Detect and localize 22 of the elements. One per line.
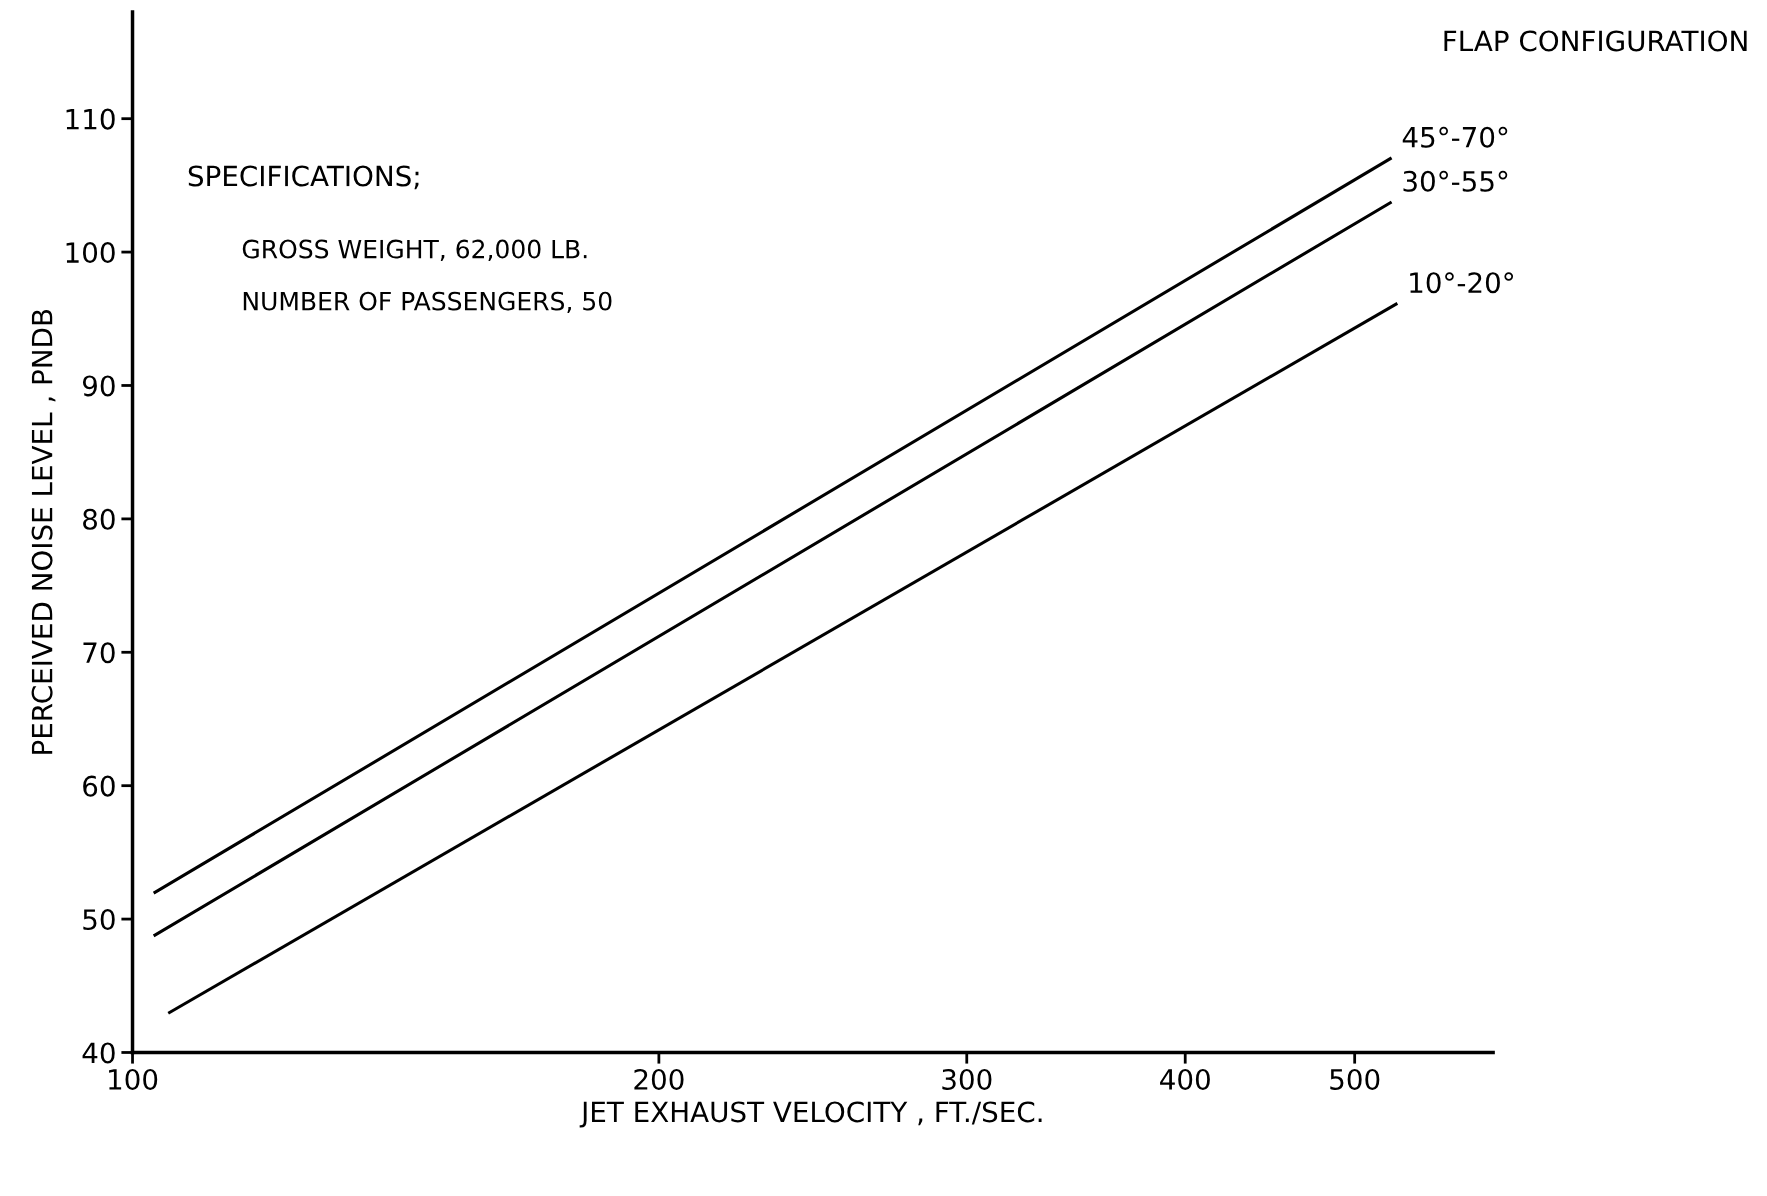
series-label: 10°-20° — [1410, 272, 1513, 294]
y-axis-title: PERCEIVED NOISE LEVEL , PNDB — [31, 309, 56, 754]
x-tick-label: 500 — [1330, 1068, 1380, 1090]
series-label: 30°-55° — [1403, 170, 1508, 192]
y-tick-label: 90 — [82, 375, 115, 397]
series-label: 45°-70° — [1402, 126, 1508, 148]
x-tick-label: 300 — [942, 1068, 992, 1090]
annotation: NUMBER OF PASSENGERS, 50 — [243, 291, 612, 314]
y-tick-label: 110 — [66, 108, 115, 130]
y-tick-label: 80 — [83, 508, 115, 530]
annotation: SPECIFICATIONS; — [188, 165, 419, 190]
y-tick-label: 60 — [83, 775, 115, 797]
x-axis-title: JET EXHAUST VELOCITY , FT./SEC. — [579, 1101, 1042, 1128]
x-tick-label: 400 — [1160, 1068, 1210, 1090]
annotation: GROSS WEIGHT, 62,000 LB. — [242, 239, 587, 262]
y-tick-label: 100 — [66, 242, 115, 264]
y-tick-label: 50 — [83, 909, 115, 931]
legend-title: FLAP CONFIGURATION — [1444, 30, 1747, 52]
x-tick-label: 200 — [634, 1068, 684, 1090]
y-tick-label: 70 — [83, 642, 115, 664]
x-tick-label: 100 — [109, 1068, 158, 1090]
y-tick-label: 40 — [82, 1042, 115, 1064]
